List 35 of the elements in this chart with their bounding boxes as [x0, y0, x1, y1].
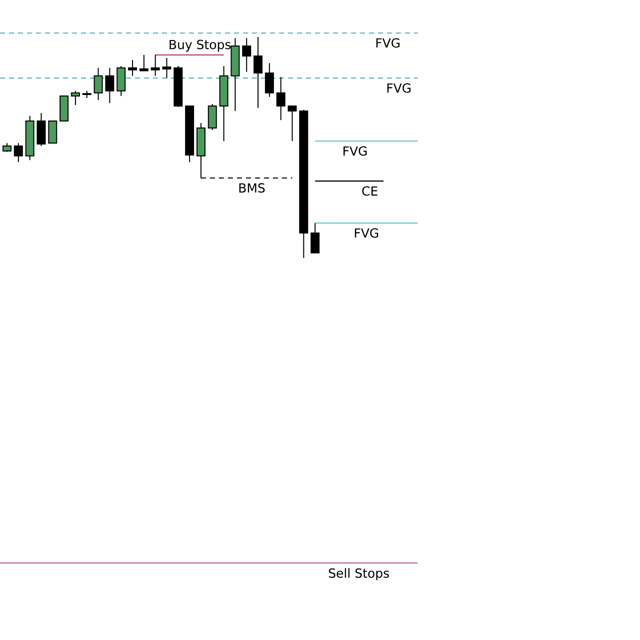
candlestick	[174, 65, 183, 108]
series-label: CE	[362, 186, 378, 196]
candlestick	[254, 36, 263, 108]
candlestick	[299, 109, 308, 258]
candlestick	[208, 103, 217, 131]
candlestick	[60, 96, 69, 122]
candlestick	[185, 105, 194, 163]
candlestick	[276, 76, 286, 121]
candlestick	[48, 120, 58, 144]
candlestick	[36, 112, 46, 146]
candlestick	[310, 222, 320, 254]
candlestick	[14, 142, 23, 163]
candlestick	[70, 90, 80, 106]
candlestick	[242, 38, 252, 72]
series-label: Buy Stops	[170, 40, 231, 52]
candlestick	[288, 105, 297, 142]
candlestick	[105, 67, 114, 104]
candlestick	[150, 54, 160, 76]
series-label: FVG	[354, 228, 378, 238]
candlestick	[82, 90, 92, 98]
ref-line-label: Sell Stops	[328, 568, 389, 580]
candlestick	[25, 115, 34, 161]
candlestick	[162, 57, 172, 79]
candlestick	[128, 59, 138, 76]
series-label: FVG	[344, 146, 367, 156]
ref-line-label: FVG	[376, 38, 400, 48]
candlestick	[2, 142, 12, 152]
candlestick	[219, 65, 228, 142]
ref-line-label: FVG	[387, 83, 411, 93]
candlestick	[139, 54, 148, 72]
candlestick	[264, 62, 274, 98]
candlestick	[230, 38, 240, 112]
candlestick	[116, 65, 126, 96]
series-label: BMS	[239, 183, 265, 193]
candlestick	[94, 67, 103, 100]
